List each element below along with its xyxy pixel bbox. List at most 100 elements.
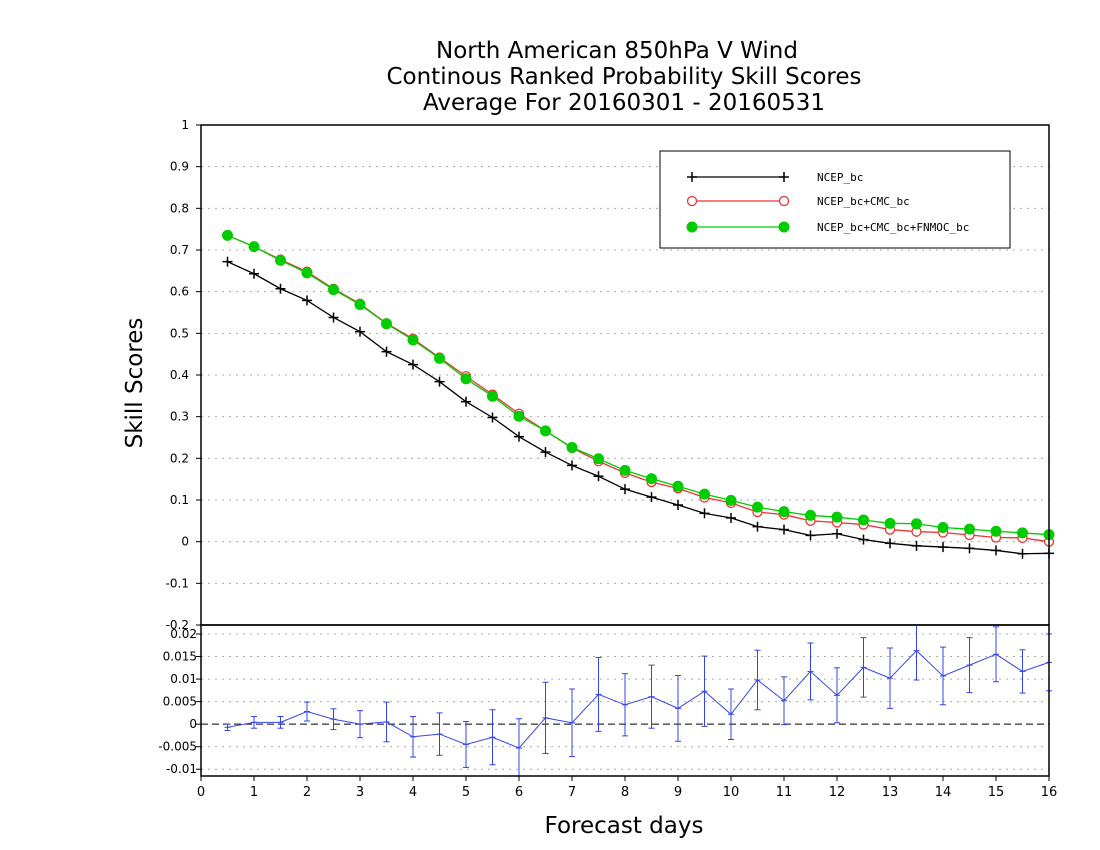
error-bar [648, 664, 655, 729]
legend-box [659, 150, 1011, 249]
filled-circle-marker [460, 373, 472, 385]
legend-items: NCEP_bc NCEP_bc+CMC_bc NCEP_bc+CMC_bc+FNMO… [686, 171, 969, 234]
legend-item-3: NCEP_bc+CMC_bc+FNMOC_bc [686, 221, 969, 234]
plus-marker [540, 447, 551, 458]
plus-marker [779, 524, 789, 535]
main-y-tick-label: -0.1 [166, 576, 189, 590]
filled-circle-marker [805, 509, 816, 521]
difference-y-tick-label: 0.01 [170, 672, 197, 686]
plus-marker [687, 172, 697, 182]
plus-marker [726, 512, 736, 523]
title-line-3: Average For 20160301 - 20160531 [423, 90, 825, 116]
plus-marker [858, 534, 869, 545]
error-bar [569, 688, 575, 758]
plus-marker [514, 431, 524, 442]
filled-circle-marker [752, 501, 763, 513]
legend-label: NCEP_bc+CMC_bc [817, 195, 910, 208]
main-y-tick-label: 0.1 [170, 493, 189, 507]
x-axis-ticks: 0 1 2 3 4 5 6 7 8 9 10 11 12 13 14 15 16 [197, 776, 1057, 800]
filled-circle-marker [831, 511, 843, 523]
legend-item-1: NCEP_bc [687, 171, 863, 184]
difference-y-tick-label: 0 [189, 717, 197, 731]
difference-plot-frame [200, 624, 1050, 777]
series-line [227, 261, 1050, 555]
difference-y-tick-label: 0.015 [163, 650, 197, 664]
filled-circle-marker [911, 518, 922, 530]
main-y-tick-label: 0.7 [170, 243, 189, 257]
series-line [227, 234, 1050, 543]
main-y-tick-label: 0.2 [170, 451, 189, 465]
error-bar [622, 673, 628, 737]
error-bar [277, 716, 284, 729]
error-bar [330, 708, 337, 731]
error-bar [728, 688, 734, 740]
plus-marker [673, 500, 683, 510]
filled-circle-marker [937, 522, 949, 533]
y-axis-title: Skill Scores [122, 318, 148, 449]
difference-y-tick-label: -0.01 [166, 762, 197, 776]
x-tick-label: 5 [462, 785, 470, 800]
error-bar [463, 720, 469, 768]
plus-marker [911, 540, 922, 551]
plus-marker [805, 530, 816, 541]
error-bar [807, 642, 814, 701]
plus-marker [408, 359, 418, 370]
x-tick-label: 13 [882, 785, 899, 800]
x-tick-label: 0 [197, 785, 205, 800]
filled-circle-marker [275, 254, 286, 266]
x-tick-label: 1 [250, 785, 258, 800]
error-bar [887, 647, 893, 709]
x-axis-title: Forecast days [545, 813, 704, 839]
plus-marker [832, 528, 842, 539]
error-bar [410, 716, 416, 758]
error-bar [489, 709, 496, 766]
error-bar [754, 649, 761, 711]
plus-marker [593, 471, 604, 482]
x-tick-label: 9 [674, 785, 682, 800]
plus-marker [355, 326, 365, 337]
plus-marker [434, 376, 445, 387]
open-circle-marker [686, 195, 698, 207]
legend: NCEP_bc NCEP_bc+CMC_bc NCEP_bc+CMC_bc+FNMO… [659, 150, 1011, 249]
main-y-tick-label: 0.6 [170, 285, 189, 299]
filled-circle-marker [248, 241, 260, 253]
x-tick-label: 12 [829, 785, 846, 800]
difference-y-tick-label: -0.005 [158, 740, 197, 754]
filled-circle-marker [858, 514, 869, 526]
error-bar [251, 716, 257, 729]
x-tick-label: 2 [303, 785, 311, 800]
filled-circle-marker [434, 352, 445, 364]
series-2 [222, 230, 1055, 547]
difference-line [227, 649, 1050, 749]
series-line [227, 234, 1050, 536]
plus-marker [964, 543, 975, 554]
filled-circle-marker [354, 299, 366, 311]
plus-marker [381, 346, 392, 357]
error-bar [781, 676, 787, 726]
x-tick-label: 8 [621, 785, 629, 800]
main-plot-series [222, 229, 1055, 559]
main-y-tick-label: 0.4 [170, 368, 189, 382]
legend-label: NCEP_bc+CMC_bc+FNMOC_bc [817, 221, 969, 234]
plus-marker [567, 460, 577, 471]
difference-y-tick-label: 0.005 [163, 695, 197, 709]
series-3 [222, 229, 1055, 541]
filled-circle-marker [301, 267, 313, 279]
error-bar [224, 723, 231, 731]
filled-circle-marker [884, 517, 896, 529]
filled-circle-marker [513, 410, 525, 422]
x-tick-label: 11 [776, 785, 793, 800]
open-circle-marker [778, 195, 790, 207]
filled-circle-marker [964, 523, 975, 535]
plus-marker [302, 295, 312, 306]
error-bar [860, 637, 867, 698]
error-bar [834, 667, 840, 724]
filled-circle-marker [672, 480, 684, 492]
filled-circle-marker [407, 334, 419, 346]
error-bar [383, 701, 390, 743]
legend-item-2: NCEP_bc+CMC_bc [686, 195, 910, 208]
error-bar [966, 637, 973, 694]
main-y-tick-label: 1 [181, 118, 189, 132]
x-tick-label: 3 [356, 785, 364, 800]
main-y-tick-label: 0.3 [170, 410, 189, 424]
